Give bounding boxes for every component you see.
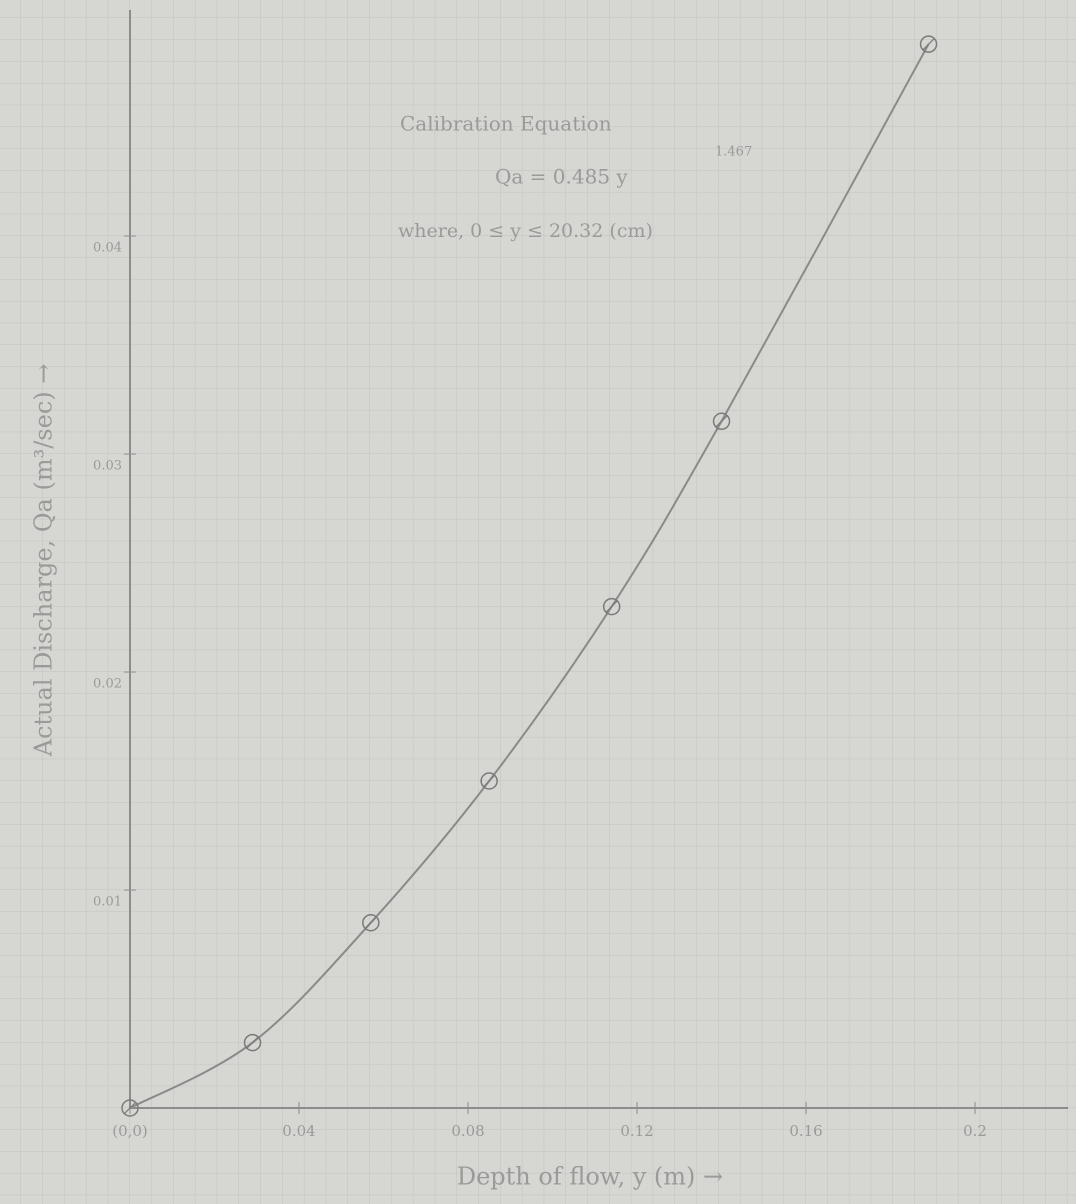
y-tick-label: 0.02 xyxy=(93,677,122,692)
y-axis-label: Actual Discharge, Qa (m³/sec) → xyxy=(30,364,58,758)
x-axis-label: Depth of flow, y (m) → xyxy=(457,1163,723,1191)
x-tick-label: 0.2 xyxy=(963,1122,987,1140)
y-tick-label: 0.04 xyxy=(93,241,122,256)
y-tick-label: 0.01 xyxy=(93,895,122,910)
x-tick-label: 0.16 xyxy=(789,1122,822,1140)
x-tick-label: 0.12 xyxy=(620,1122,653,1140)
annotation: Qa = 0.485 y xyxy=(495,165,628,189)
page: Actual Discharge, Qa (m³/sec) → Depth of… xyxy=(0,0,1076,1204)
annotation: Calibration Equation xyxy=(400,112,612,136)
chart: Actual Discharge, Qa (m³/sec) → Depth of… xyxy=(0,0,1076,1204)
x-tick-label: (0,0) xyxy=(112,1122,148,1140)
y-tick-label: 0.03 xyxy=(93,459,122,474)
x-tick-label: 0.08 xyxy=(451,1122,484,1140)
annotation: 1.467 xyxy=(715,145,752,160)
x-tick-label: 0.04 xyxy=(282,1122,315,1140)
annotation: where, 0 ≤ y ≤ 20.32 (cm) xyxy=(398,220,653,242)
